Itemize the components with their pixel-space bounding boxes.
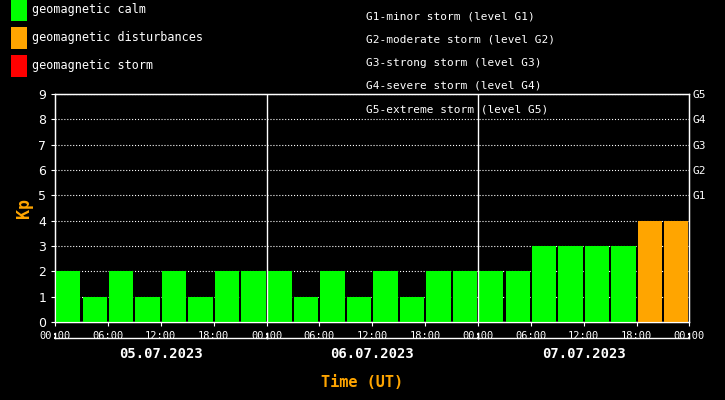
Text: G4-severe storm (level G4): G4-severe storm (level G4)	[366, 81, 542, 91]
Bar	[215, 271, 239, 322]
Bar	[109, 271, 133, 322]
Bar	[56, 271, 80, 322]
Y-axis label: Kp: Kp	[14, 198, 33, 218]
Bar	[83, 297, 107, 322]
Text: geomagnetic disturbances: geomagnetic disturbances	[32, 32, 203, 44]
Bar	[638, 221, 662, 322]
Bar	[479, 271, 503, 322]
Text: G1-minor storm (level G1): G1-minor storm (level G1)	[366, 11, 535, 21]
Bar	[320, 271, 345, 322]
Bar	[373, 271, 397, 322]
Bar	[347, 297, 371, 322]
Bar	[611, 246, 636, 322]
Bar	[505, 271, 530, 322]
Bar	[188, 297, 212, 322]
Text: G2-moderate storm (level G2): G2-moderate storm (level G2)	[366, 34, 555, 44]
Bar	[268, 271, 292, 322]
Bar	[136, 297, 160, 322]
Bar	[426, 271, 450, 322]
Text: 05.07.2023: 05.07.2023	[119, 347, 203, 361]
Text: 06.07.2023: 06.07.2023	[331, 347, 414, 361]
Bar	[399, 297, 424, 322]
Bar	[585, 246, 609, 322]
Text: geomagnetic storm: geomagnetic storm	[32, 60, 153, 72]
Text: 07.07.2023: 07.07.2023	[542, 347, 626, 361]
Text: Time (UT): Time (UT)	[321, 375, 404, 390]
Bar	[532, 246, 556, 322]
Text: geomagnetic calm: geomagnetic calm	[32, 4, 146, 16]
Bar	[558, 246, 583, 322]
Bar	[294, 297, 318, 322]
Bar	[664, 221, 689, 322]
Bar	[452, 271, 477, 322]
Bar	[241, 271, 265, 322]
Bar	[162, 271, 186, 322]
Text: G5-extreme storm (level G5): G5-extreme storm (level G5)	[366, 104, 548, 114]
Text: G3-strong storm (level G3): G3-strong storm (level G3)	[366, 58, 542, 68]
